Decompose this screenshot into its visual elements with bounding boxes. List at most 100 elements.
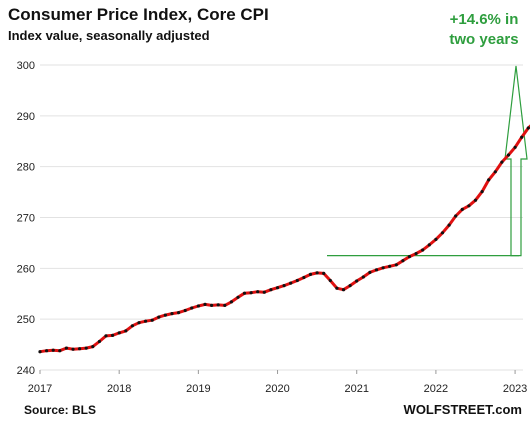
series-layer [38, 124, 530, 354]
y-tick-label-240: 240 [17, 365, 35, 377]
data-point-40 [302, 275, 306, 280]
data-point-21 [177, 311, 181, 315]
data-point-62 [447, 223, 451, 227]
data-point-16 [144, 319, 148, 323]
brand-label: WOLFSTREET.com [404, 402, 522, 417]
data-point-26 [210, 303, 214, 307]
data-point-53 [388, 264, 392, 268]
data-point-3 [58, 349, 62, 353]
data-point-41 [308, 272, 313, 276]
data-point-56 [407, 255, 412, 259]
data-point-70 [500, 160, 504, 164]
data-point-20 [170, 312, 174, 316]
data-point-22 [183, 308, 187, 313]
data-point-32 [249, 291, 253, 295]
data-point-29 [229, 300, 233, 304]
data-point-35 [269, 288, 273, 292]
marker-layer [38, 126, 530, 354]
data-point-12 [117, 331, 121, 335]
data-point-55 [401, 259, 405, 263]
data-point-52 [381, 266, 385, 270]
data-point-74 [526, 126, 530, 130]
data-point-45 [335, 286, 339, 290]
annotation-line-1: +14.6% in [450, 11, 519, 28]
data-point-11 [111, 333, 115, 337]
x-tick-label-2021: 2021 [344, 383, 368, 395]
growth-arrow [504, 65, 528, 257]
reference-line-layer [327, 65, 528, 257]
data-point-8 [91, 345, 95, 349]
data-point-28 [223, 303, 227, 307]
data-point-43 [322, 271, 326, 275]
x-tick-label-2020: 2020 [265, 383, 289, 395]
data-point-27 [216, 303, 220, 307]
data-point-30 [236, 295, 240, 299]
x-tick-label-2018: 2018 [107, 383, 131, 395]
data-point-37 [282, 284, 286, 288]
data-point-15 [137, 321, 141, 325]
data-point-49 [361, 275, 365, 279]
data-point-5 [71, 347, 75, 351]
data-point-50 [368, 270, 372, 274]
data-point-58 [421, 248, 425, 252]
data-point-73 [520, 135, 524, 139]
data-point-57 [414, 252, 418, 256]
x-tick-label-2022: 2022 [424, 383, 448, 395]
source-label: Source: BLS [24, 403, 96, 417]
data-point-67 [480, 190, 484, 194]
chart-title: Consumer Price Index, Core CPI [8, 5, 269, 24]
data-point-66 [473, 198, 478, 202]
data-point-0 [38, 350, 42, 354]
data-point-47 [348, 284, 352, 288]
data-point-7 [84, 346, 88, 350]
data-point-46 [341, 288, 346, 292]
data-point-60 [434, 237, 438, 241]
data-point-25 [203, 302, 207, 306]
data-point-34 [262, 290, 266, 294]
y-tick-label-270: 270 [17, 213, 35, 225]
data-point-59 [427, 243, 431, 247]
data-point-38 [289, 281, 293, 285]
data-point-18 [157, 315, 161, 319]
data-point-61 [440, 231, 445, 235]
data-point-4 [64, 346, 68, 350]
data-point-6 [78, 347, 82, 351]
data-point-24 [196, 304, 200, 308]
data-point-64 [460, 207, 464, 211]
chart-subtitle: Index value, seasonally adjusted [8, 28, 210, 43]
y-tick-label-280: 280 [17, 162, 35, 174]
data-point-44 [328, 278, 332, 283]
data-point-9 [97, 339, 101, 344]
y-tick-label-290: 290 [17, 111, 35, 123]
data-point-72 [513, 145, 517, 149]
grid-layer [40, 64, 523, 371]
data-point-71 [506, 153, 511, 157]
x-tick-label-2019: 2019 [186, 383, 210, 395]
x-tick-label-2017: 2017 [28, 383, 52, 395]
data-point-23 [190, 306, 194, 310]
data-point-1 [45, 349, 49, 353]
data-point-2 [51, 348, 55, 352]
data-point-63 [454, 214, 458, 218]
data-point-13 [124, 329, 128, 333]
data-point-68 [487, 178, 491, 182]
y-tick-label-250: 250 [17, 314, 35, 326]
x-tick-layer: 2017 2018 2019 2020 2021 2022 2023 [28, 370, 527, 395]
data-point-14 [130, 324, 134, 328]
y-tick-label-260: 260 [17, 263, 35, 275]
y-tick-layer: 240 250 260 270 280 290 300 [17, 60, 35, 377]
data-point-51 [374, 268, 379, 272]
data-point-48 [355, 279, 359, 283]
data-point-39 [295, 278, 299, 283]
data-point-33 [256, 290, 260, 294]
data-point-19 [163, 313, 167, 317]
data-point-17 [150, 318, 154, 322]
data-point-54 [394, 263, 398, 267]
data-point-69 [493, 170, 497, 174]
data-point-31 [242, 291, 247, 295]
data-point-36 [275, 286, 280, 290]
y-tick-label-300: 300 [17, 60, 35, 72]
data-point-10 [104, 334, 108, 338]
